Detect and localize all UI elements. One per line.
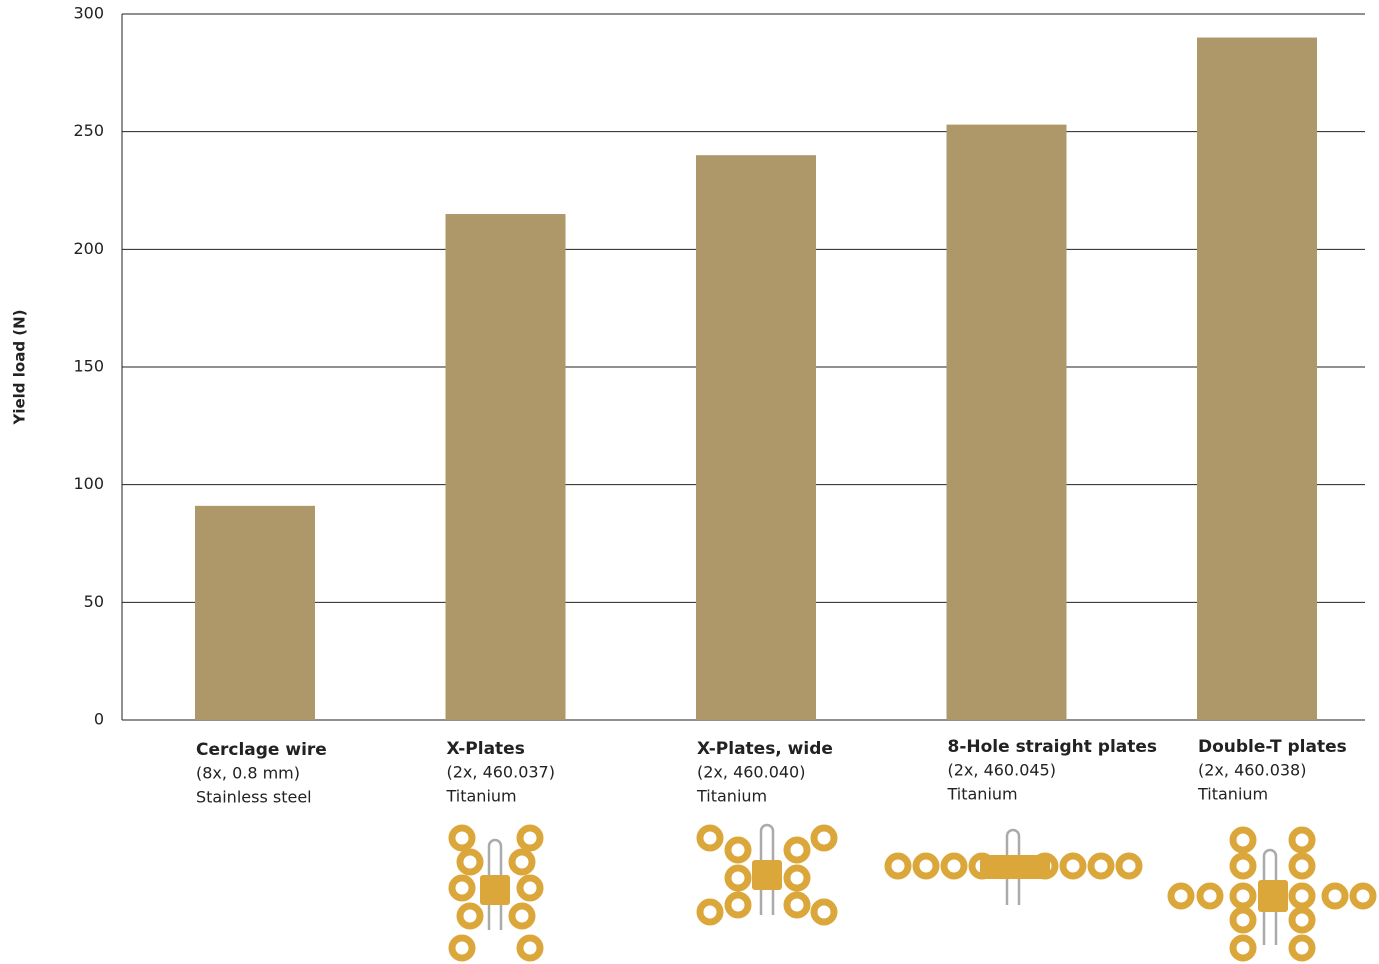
pin [487, 838, 503, 930]
plate-hole [724, 891, 752, 919]
category-note: (2x, 460.040) [697, 763, 805, 782]
plate-icons [448, 823, 1377, 962]
y-tick-label: 300 [73, 4, 104, 23]
plate-hole [1229, 826, 1257, 854]
bar [445, 214, 566, 721]
plate-hole [968, 852, 996, 880]
plate-body [480, 875, 510, 905]
plate-hole [516, 824, 544, 852]
category-note: (2x, 460.045) [948, 761, 1056, 780]
plate-hole [1087, 852, 1115, 880]
category-note: (2x, 460.037) [447, 763, 555, 782]
plate-hole [940, 852, 968, 880]
category-note: Stainless steel [196, 788, 312, 807]
category-label: 8-Hole straight plates [948, 737, 1158, 757]
plate-hole [1288, 934, 1316, 962]
category-label: X-Plates, wide [697, 739, 833, 759]
pin [1262, 848, 1278, 945]
plate-hole [1229, 852, 1257, 880]
pin [1005, 828, 1021, 905]
plate-hole [1288, 882, 1316, 910]
category-note: Titanium [696, 787, 767, 806]
plate-hole [1031, 852, 1059, 880]
y-tick-label: 50 [84, 592, 104, 611]
plate-hole [696, 898, 724, 926]
plate-hole [516, 934, 544, 962]
plate-hole [783, 836, 811, 864]
plate-hole [1288, 906, 1316, 934]
y-tick-label: 0 [94, 710, 104, 729]
category-note: Titanium [446, 787, 517, 806]
y-tick-label: 250 [73, 121, 104, 140]
category-note: (2x, 460.038) [1198, 761, 1306, 780]
plate-hole [1059, 852, 1087, 880]
plate-hole [1229, 934, 1257, 962]
bar [195, 505, 315, 720]
plate-hole [508, 848, 536, 876]
plate-hole [1288, 852, 1316, 880]
plate-hole [783, 891, 811, 919]
category-label: X-Plates [447, 739, 525, 759]
category-note: (8x, 0.8 mm) [196, 764, 300, 783]
plate-hole [724, 836, 752, 864]
plate-hole [724, 864, 752, 892]
plate-hole [1167, 882, 1195, 910]
plate-hole [783, 864, 811, 892]
plate-hole [1115, 852, 1143, 880]
plate-hole [1196, 882, 1224, 910]
plate-hole [448, 824, 476, 852]
plate-hole [884, 852, 912, 880]
plate-hole [1288, 826, 1316, 854]
plate-hole [448, 934, 476, 962]
pin [759, 823, 775, 915]
plate-hole [696, 824, 724, 852]
plate-hole [456, 902, 484, 930]
category-note: Titanium [1197, 785, 1268, 804]
plate-hole [1349, 882, 1377, 910]
bar [1197, 37, 1317, 721]
plate-hole [456, 848, 484, 876]
category-label: Double-T plates [1198, 737, 1347, 757]
y-axis-label: Yield load (N) [11, 309, 29, 425]
category-label: Cerclage wire [196, 740, 327, 760]
plate-hole [448, 874, 476, 902]
bar [946, 124, 1067, 720]
plate-hole [810, 898, 838, 926]
plate-hole [508, 902, 536, 930]
y-tick-label: 200 [73, 239, 104, 258]
category-note: Titanium [947, 785, 1018, 804]
bar [696, 155, 816, 720]
plate-body [1258, 880, 1288, 912]
plate-hole [1229, 882, 1257, 910]
plate-hole [810, 824, 838, 852]
plate-hole [1229, 906, 1257, 934]
plate-body [752, 860, 782, 890]
plate-hole [516, 874, 544, 902]
plate-hole [1321, 882, 1349, 910]
plate-hole [912, 852, 940, 880]
y-tick-label: 100 [73, 474, 104, 493]
y-tick-label: 150 [73, 357, 104, 376]
